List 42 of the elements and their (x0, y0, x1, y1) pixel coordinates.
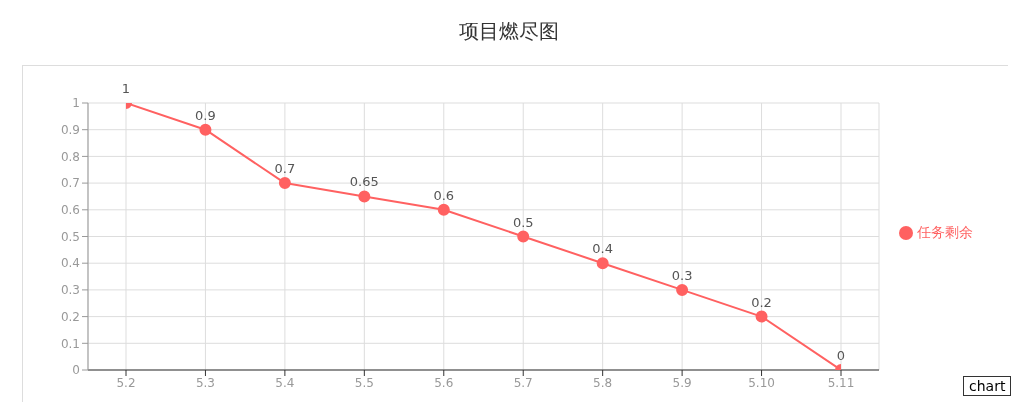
data-label: 0.7 (274, 161, 296, 177)
y-tick-label: 0.3 (60, 283, 80, 298)
y-tick-label: 0.1 (60, 336, 80, 351)
x-tick-label: 5.6 (434, 375, 454, 390)
point (358, 190, 371, 203)
y-tick-label: 0.7 (60, 176, 80, 191)
legend-label: 任务剩余 (917, 224, 973, 240)
point (437, 203, 450, 216)
y-tick-label: 0.2 (60, 309, 80, 324)
y-tick-label: 0.5 (60, 229, 80, 244)
x-tick-label: 5.10 (748, 375, 775, 390)
data-label: 0.9 (195, 107, 216, 123)
x-tick-label: 5.9 (672, 375, 692, 390)
x-tick-label: 5.5 (354, 375, 374, 390)
point (278, 177, 291, 190)
x-tick-label: 5.7 (513, 375, 533, 390)
data-label: 0.5 (512, 214, 534, 230)
data-label: 1 (121, 81, 131, 96)
y-tick-label: 0.8 (60, 149, 80, 164)
data-label: 0.2 (751, 294, 772, 310)
data-label: 0 (836, 348, 846, 363)
point (676, 283, 689, 296)
x-tick-label: 5.4 (275, 375, 295, 390)
data-label: 0.4 (592, 241, 614, 257)
y-tick-label: 0.6 (60, 203, 80, 218)
data-label: 0.3 (671, 267, 693, 283)
y-tick-label: 0.4 (60, 256, 80, 271)
chart-title: 项目燃尽图 (457, 18, 560, 45)
point (755, 310, 768, 323)
y-tick-label: 0.9 (60, 122, 80, 137)
x-tick-label: 5.3 (195, 375, 215, 390)
data-label: 0.6 (433, 187, 455, 203)
y-tick-label: 1 (72, 96, 80, 111)
data-label: 0.65 (349, 174, 379, 190)
x-tick-label: 5.11 (827, 375, 855, 390)
point (199, 123, 212, 136)
y-tick-label: 0 (72, 363, 80, 378)
point (596, 257, 609, 270)
text: chart (963, 376, 1012, 396)
x-tick-label: 5.2 (116, 375, 136, 390)
x-tick-label: 5.8 (593, 375, 613, 390)
point (517, 230, 530, 243)
